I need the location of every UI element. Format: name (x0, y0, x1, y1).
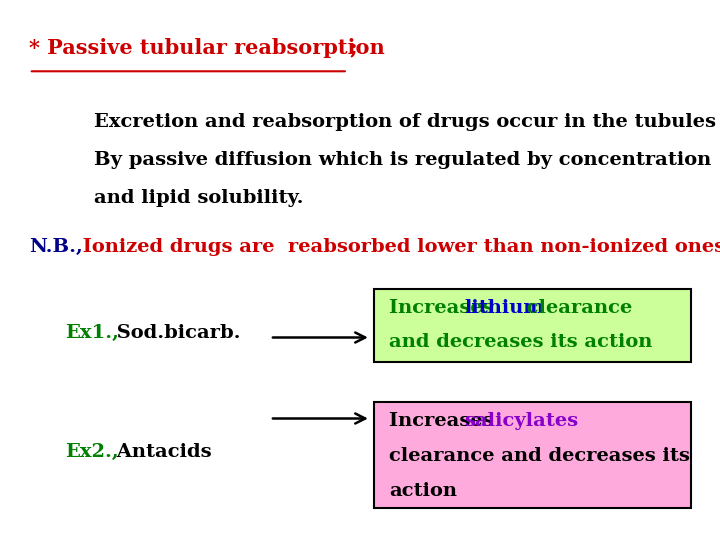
Text: Sod.bicarb.: Sod.bicarb. (110, 324, 240, 342)
Text: Ex1.,: Ex1., (65, 324, 119, 342)
Text: ;: ; (349, 38, 357, 58)
Text: clearance and decreases its: clearance and decreases its (389, 447, 690, 465)
Text: By passive diffusion which is regulated by concentration: By passive diffusion which is regulated … (94, 151, 711, 169)
Text: Ionized drugs are  reabsorbed lower than non-ionized ones: Ionized drugs are reabsorbed lower than … (76, 238, 720, 255)
Text: clearance: clearance (520, 299, 632, 316)
Text: and decreases its action: and decreases its action (389, 333, 652, 350)
Text: N.B.,: N.B., (29, 238, 83, 255)
Text: and lipid solubility.: and lipid solubility. (94, 189, 303, 207)
Text: lithium: lithium (464, 299, 544, 316)
Text: Excretion and reabsorption of drugs occur in the tubules: Excretion and reabsorption of drugs occu… (94, 113, 716, 131)
Text: Antacids: Antacids (110, 443, 212, 461)
Text: Increases: Increases (389, 299, 500, 316)
Text: action: action (389, 482, 456, 500)
Text: * Passive tubular reabsorption: * Passive tubular reabsorption (29, 38, 384, 58)
Text: Increases: Increases (389, 412, 500, 430)
Text: Ex2.,: Ex2., (65, 443, 118, 461)
FancyBboxPatch shape (374, 402, 691, 508)
FancyBboxPatch shape (374, 289, 691, 362)
Text: salicylates: salicylates (464, 412, 579, 430)
